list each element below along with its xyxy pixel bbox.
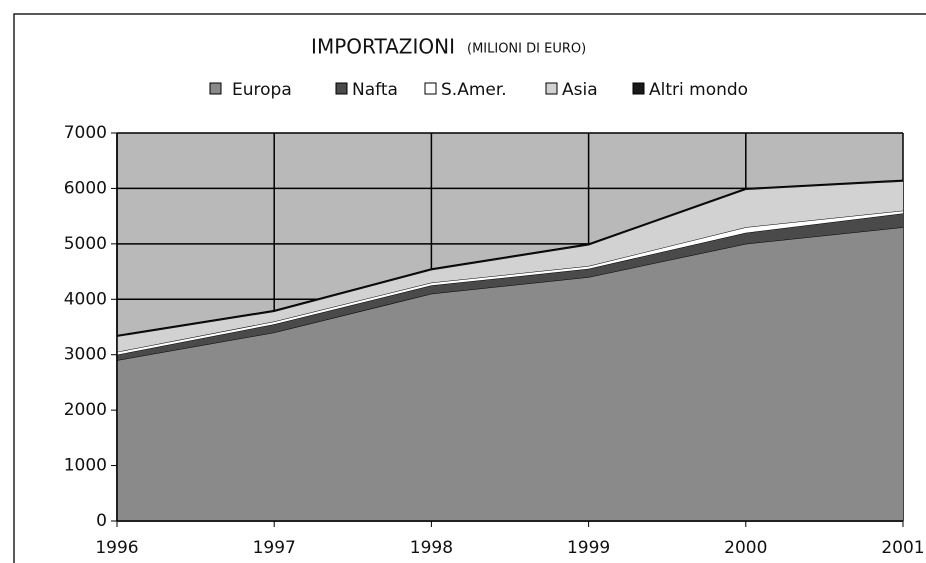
area-fill: [117, 181, 903, 352]
legend-swatch: [209, 82, 222, 95]
x-tick-label: 2000: [724, 538, 767, 558]
legend-label: Altri mondo: [649, 80, 748, 100]
area-edge: [116, 179, 904, 336]
legend-label: Nafta: [352, 80, 398, 100]
y-tick-label: 7000: [64, 123, 107, 143]
chart-subtitle: (MILIONI DI EURO): [467, 42, 586, 57]
legend-label: S.Amer.: [441, 80, 507, 100]
x-tick-label: 1999: [567, 538, 610, 558]
legend-swatch: [424, 82, 437, 95]
x-tick-label: 1998: [410, 538, 453, 558]
x-tick-label: 1996: [95, 538, 138, 558]
y-tick-label: 0: [96, 511, 107, 531]
x-tick-label: 1997: [253, 538, 296, 558]
y-tick-label: 1000: [64, 456, 107, 476]
x-tick-label: 2001: [881, 538, 924, 558]
legend-label: Europa: [232, 80, 292, 100]
y-tick-label: 4000: [64, 289, 107, 309]
chart-title: IMPORTAZIONI: [311, 35, 455, 59]
y-tick-label: 5000: [64, 234, 107, 254]
y-tick-label: 3000: [64, 345, 107, 365]
area-fill: [117, 227, 903, 521]
legend-swatch: [632, 82, 645, 95]
legend-swatch: [545, 82, 558, 95]
y-tick-label: 6000: [64, 178, 107, 198]
legend-swatch: [335, 82, 348, 95]
area-fill: [117, 213, 903, 361]
y-tick-label: 2000: [64, 400, 107, 420]
area-edge: [116, 226, 904, 361]
legend-label: Asia: [562, 80, 598, 100]
